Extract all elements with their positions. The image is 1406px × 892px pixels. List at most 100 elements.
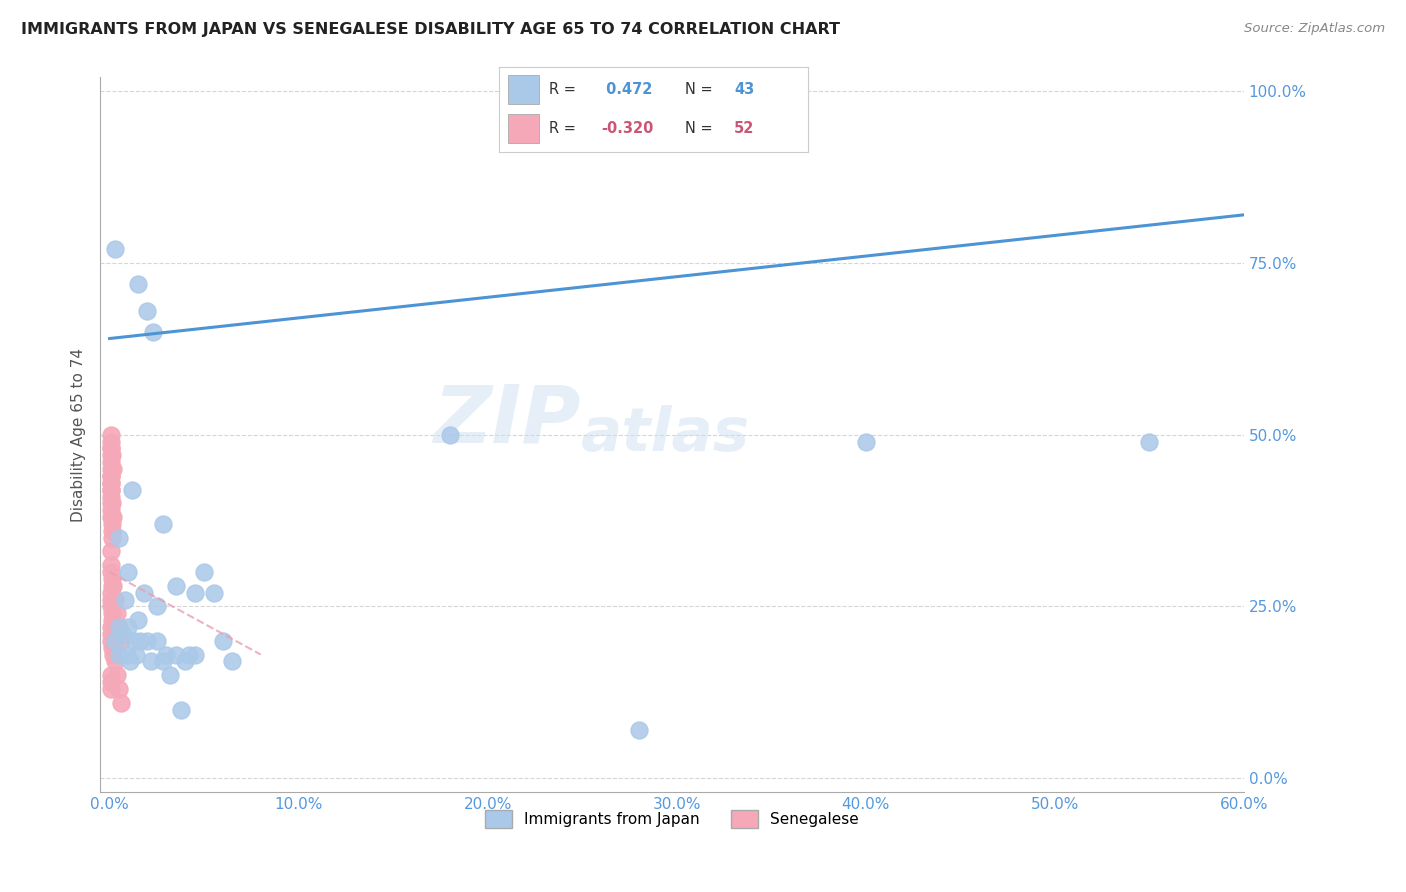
Point bbox=[104, 592, 127, 607]
Point bbox=[155, 648, 177, 662]
Point bbox=[1137, 434, 1160, 449]
Point bbox=[103, 648, 125, 662]
Point bbox=[165, 648, 187, 662]
Point bbox=[122, 633, 145, 648]
Point bbox=[100, 592, 122, 607]
Point bbox=[108, 681, 131, 696]
Point bbox=[174, 655, 197, 669]
Text: N =: N = bbox=[685, 82, 713, 97]
Point bbox=[127, 613, 149, 627]
Point bbox=[100, 675, 122, 690]
Point bbox=[105, 668, 128, 682]
Point bbox=[100, 633, 122, 648]
Point bbox=[114, 592, 136, 607]
Point bbox=[132, 585, 155, 599]
Point bbox=[104, 655, 127, 669]
Point bbox=[193, 565, 215, 579]
Legend: Immigrants from Japan, Senegalese: Immigrants from Japan, Senegalese bbox=[478, 804, 865, 834]
Text: R =: R = bbox=[548, 121, 575, 136]
Text: -0.320: -0.320 bbox=[602, 121, 654, 136]
Point bbox=[100, 427, 122, 442]
Point bbox=[101, 640, 124, 655]
Point bbox=[142, 325, 165, 339]
Text: N =: N = bbox=[685, 121, 713, 136]
Point bbox=[100, 469, 122, 483]
Point bbox=[202, 585, 225, 599]
Point bbox=[146, 599, 169, 614]
Text: IMMIGRANTS FROM JAPAN VS SENEGALESE DISABILITY AGE 65 TO 74 CORRELATION CHART: IMMIGRANTS FROM JAPAN VS SENEGALESE DISA… bbox=[21, 22, 841, 37]
Point bbox=[136, 304, 159, 318]
Point bbox=[103, 510, 125, 524]
Point bbox=[108, 620, 131, 634]
Y-axis label: Disability Age 65 to 74: Disability Age 65 to 74 bbox=[72, 348, 86, 522]
Point bbox=[108, 648, 131, 662]
Point bbox=[108, 620, 131, 634]
Point bbox=[105, 607, 128, 621]
Point bbox=[100, 585, 122, 599]
Point bbox=[170, 702, 193, 716]
Point bbox=[100, 462, 122, 476]
Point bbox=[855, 434, 877, 449]
FancyBboxPatch shape bbox=[509, 114, 540, 143]
Point bbox=[152, 516, 174, 531]
Text: 0.472: 0.472 bbox=[602, 82, 652, 97]
Point bbox=[100, 510, 122, 524]
Point bbox=[183, 648, 205, 662]
Point bbox=[159, 668, 181, 682]
Point bbox=[100, 448, 122, 462]
Point bbox=[115, 648, 138, 662]
Point bbox=[103, 462, 125, 476]
Point bbox=[627, 723, 650, 738]
Point bbox=[101, 607, 124, 621]
Point bbox=[127, 277, 149, 291]
Point bbox=[183, 585, 205, 599]
Point bbox=[100, 558, 122, 573]
Point bbox=[100, 681, 122, 696]
Point bbox=[104, 633, 127, 648]
Point bbox=[165, 579, 187, 593]
Point bbox=[141, 655, 163, 669]
Point bbox=[100, 490, 122, 504]
Point bbox=[101, 496, 124, 510]
Text: Source: ZipAtlas.com: Source: ZipAtlas.com bbox=[1244, 22, 1385, 36]
Point bbox=[152, 655, 174, 669]
Point bbox=[100, 442, 122, 456]
Point bbox=[101, 572, 124, 586]
Point bbox=[111, 627, 134, 641]
Point bbox=[100, 599, 122, 614]
Point bbox=[100, 496, 122, 510]
Point bbox=[100, 483, 122, 497]
Text: ZIP: ZIP bbox=[433, 382, 581, 459]
Point bbox=[125, 648, 148, 662]
Point bbox=[108, 531, 131, 545]
Point bbox=[100, 620, 122, 634]
Point bbox=[100, 434, 122, 449]
Point bbox=[221, 655, 243, 669]
Point bbox=[117, 620, 139, 634]
Point bbox=[117, 565, 139, 579]
Point bbox=[121, 483, 143, 497]
Point bbox=[100, 475, 122, 490]
Point bbox=[100, 475, 122, 490]
Point bbox=[100, 668, 122, 682]
Point bbox=[120, 655, 142, 669]
Text: 52: 52 bbox=[734, 121, 755, 136]
Point bbox=[100, 442, 122, 456]
Point bbox=[100, 627, 122, 641]
Point bbox=[146, 633, 169, 648]
Point bbox=[177, 648, 200, 662]
Point bbox=[100, 469, 122, 483]
Point bbox=[101, 510, 124, 524]
Text: R =: R = bbox=[548, 82, 575, 97]
FancyBboxPatch shape bbox=[509, 76, 540, 104]
Point bbox=[110, 633, 132, 648]
Point bbox=[101, 448, 124, 462]
Point bbox=[101, 579, 124, 593]
Text: atlas: atlas bbox=[581, 405, 749, 464]
Point bbox=[100, 455, 122, 469]
Point bbox=[439, 427, 461, 442]
Text: 43: 43 bbox=[734, 82, 755, 97]
Point bbox=[100, 483, 122, 497]
Point bbox=[136, 633, 159, 648]
Point bbox=[101, 531, 124, 545]
